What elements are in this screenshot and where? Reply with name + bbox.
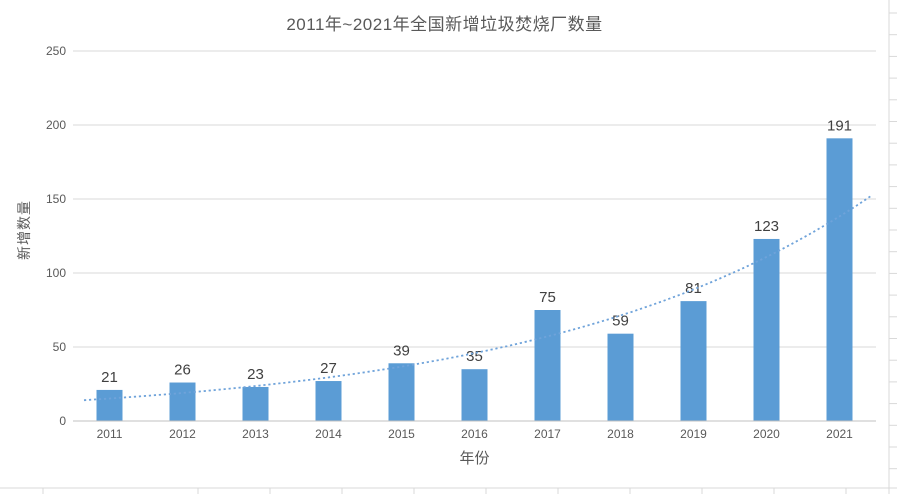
y-tick-label-250: 250: [46, 44, 66, 58]
data-label-2021: 191: [827, 117, 852, 134]
bar-2017[interactable]: [534, 310, 561, 421]
x-tick-label-2018: 2018: [607, 427, 634, 441]
y-tick-label-100: 100: [46, 266, 66, 280]
bar-2011[interactable]: [96, 389, 123, 421]
trendline-dotted[interactable]: [83, 194, 873, 402]
x-tick-label-2017: 2017: [534, 427, 561, 441]
data-label-2019: 81: [685, 280, 702, 297]
data-label-2020: 123: [754, 218, 779, 235]
x-tick-label-2016: 2016: [461, 427, 488, 441]
data-label-2014: 27: [320, 360, 337, 377]
x-tick-label-2011: 2011: [97, 427, 123, 441]
x-tick-label-2015: 2015: [388, 427, 415, 441]
y-tick-label-50: 50: [53, 340, 67, 354]
y-tick-label-200: 200: [46, 118, 66, 132]
data-label-2018: 59: [612, 313, 629, 330]
x-tick-label-2021: 2021: [826, 427, 853, 441]
bar-2019[interactable]: [680, 301, 707, 421]
bar-2020[interactable]: [753, 238, 780, 421]
chart-title[interactable]: 2011年~2021年全国新增垃圾焚烧厂数量: [286, 15, 603, 34]
data-label-2015: 39: [393, 342, 410, 359]
x-tick-label-2013: 2013: [242, 427, 269, 441]
x-tick-label-2014: 2014: [315, 427, 342, 441]
x-tick-label-2019: 2019: [680, 427, 707, 441]
y-tick-label-150: 150: [46, 192, 66, 206]
bar-2012[interactable]: [169, 382, 196, 421]
data-label-2017: 75: [539, 289, 556, 306]
y-tick-label-0: 0: [59, 414, 66, 428]
x-axis-title[interactable]: 年份: [459, 450, 490, 467]
bar-2021[interactable]: [826, 138, 853, 421]
y-axis-title[interactable]: 新增数量: [16, 200, 32, 260]
bar-2018[interactable]: [607, 333, 634, 421]
bar-2013[interactable]: [242, 386, 269, 421]
data-label-2012: 26: [174, 362, 191, 379]
x-tick-label-2012: 2012: [169, 427, 196, 441]
bar-2016[interactable]: [461, 369, 488, 421]
bar-2015[interactable]: [388, 363, 415, 421]
x-tick-label-2020: 2020: [753, 427, 780, 441]
data-label-2011: 21: [101, 369, 118, 386]
data-label-2013: 23: [247, 366, 264, 383]
data-label-2016: 35: [466, 348, 483, 365]
bar-2014[interactable]: [315, 381, 342, 421]
